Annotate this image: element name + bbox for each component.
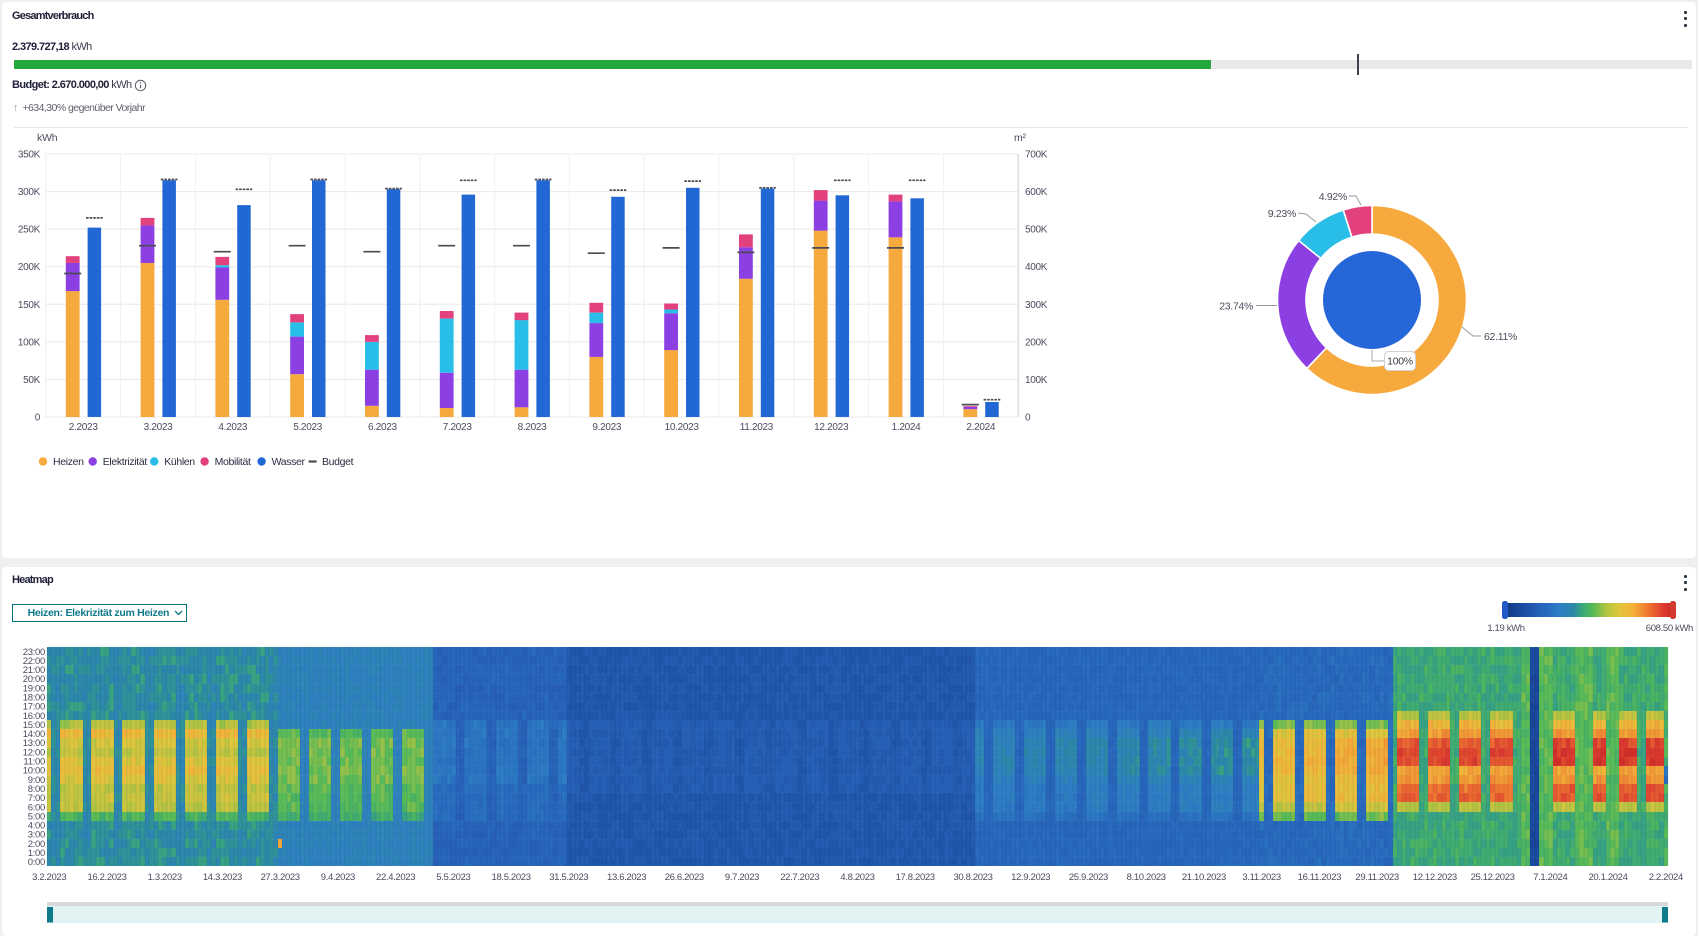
svg-text:2.2024: 2.2024 xyxy=(966,422,996,433)
svg-text:400K: 400K xyxy=(1025,262,1048,273)
svg-text:62.11%: 62.11% xyxy=(1484,331,1517,343)
svg-text:150K: 150K xyxy=(18,300,41,311)
svg-text:4.2023: 4.2023 xyxy=(218,422,248,433)
svg-text:11.2023: 11.2023 xyxy=(740,422,774,433)
svg-text:Mobilität: Mobilität xyxy=(215,456,251,468)
svg-text:350K: 350K xyxy=(18,150,41,161)
svg-text:Kühlen: Kühlen xyxy=(164,456,195,468)
svg-text:50K: 50K xyxy=(23,375,41,386)
svg-text:12.2023: 12.2023 xyxy=(814,422,849,433)
svg-text:100%: 100% xyxy=(1387,356,1413,368)
svg-text:m²: m² xyxy=(1014,132,1027,144)
svg-text:2.2023: 2.2023 xyxy=(69,422,99,433)
svg-text:100K: 100K xyxy=(18,337,41,348)
svg-text:9.23%: 9.23% xyxy=(1268,208,1296,220)
svg-text:8.2023: 8.2023 xyxy=(518,422,548,433)
svg-text:23.74%: 23.74% xyxy=(1219,301,1253,313)
svg-text:7.2023: 7.2023 xyxy=(443,422,473,433)
svg-text:10.2023: 10.2023 xyxy=(665,422,700,433)
svg-text:3.2023: 3.2023 xyxy=(144,422,174,433)
svg-text:600K: 600K xyxy=(1025,187,1048,198)
svg-text:608.50 kWh: 608.50 kWh xyxy=(1646,623,1693,634)
svg-text:4.92%: 4.92% xyxy=(1319,191,1347,203)
svg-text:Elektrizität: Elektrizität xyxy=(103,456,148,468)
svg-text:0: 0 xyxy=(35,413,41,424)
svg-text:200K: 200K xyxy=(18,262,41,273)
svg-text:500K: 500K xyxy=(1025,225,1048,236)
svg-text:Heizen: Heizen xyxy=(53,456,84,468)
svg-text:700K: 700K xyxy=(1025,150,1048,161)
svg-text:Budget: Budget xyxy=(322,456,354,468)
svg-text:5.2023: 5.2023 xyxy=(293,422,323,433)
svg-text:6.2023: 6.2023 xyxy=(368,422,398,433)
svg-text:kWh: kWh xyxy=(37,132,58,144)
svg-text:300K: 300K xyxy=(18,187,41,198)
svg-text:0: 0 xyxy=(1025,413,1031,424)
svg-text:Wasser: Wasser xyxy=(272,456,306,468)
svg-text:200K: 200K xyxy=(1025,337,1048,348)
svg-text:9.2023: 9.2023 xyxy=(592,422,622,433)
svg-text:1.19 kWh: 1.19 kWh xyxy=(1487,623,1524,634)
svg-text:1.2024: 1.2024 xyxy=(892,422,922,433)
svg-text:100K: 100K xyxy=(1025,375,1048,386)
svg-text:300K: 300K xyxy=(1025,300,1048,311)
svg-text:250K: 250K xyxy=(18,225,41,236)
